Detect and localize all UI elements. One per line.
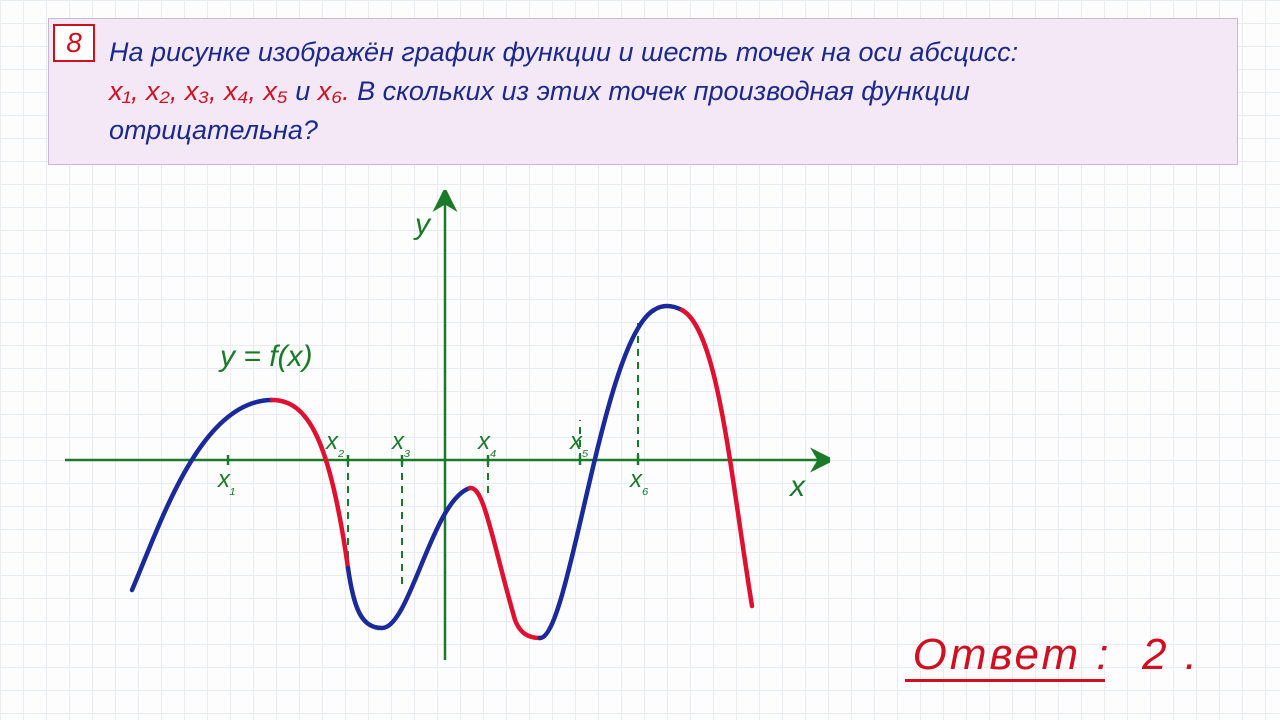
curve-segment xyxy=(470,488,540,638)
answer-label: Ответ xyxy=(913,630,1082,679)
curve-segment xyxy=(132,400,272,590)
text-part-1: На рисунке изображён график функции и ше… xyxy=(109,37,1018,67)
point-label: x₅ xyxy=(570,428,588,460)
point-label: x₄ xyxy=(478,428,496,460)
y-axis-label: y xyxy=(415,208,430,242)
function-chart: y x y = f(x) x₁ x₂ x₃ x₄ x₅ x₆ xyxy=(50,190,830,670)
answer-underline xyxy=(905,679,1105,682)
text-part-3: отрицательна? xyxy=(109,115,318,145)
problem-statement: На рисунке изображён график функции и ше… xyxy=(48,18,1238,165)
point-label: x₂ xyxy=(326,428,344,460)
function-label: y = f(x) xyxy=(220,340,313,374)
point-label: x₃ xyxy=(392,428,410,460)
problem-number: 8 xyxy=(66,27,82,59)
chart-svg xyxy=(50,190,830,670)
points-list: x₁, x₂, x₃, x₄, x₅ xyxy=(109,76,288,106)
point-label: x₁ xyxy=(218,466,235,498)
curve-segment xyxy=(272,400,348,568)
curve-segment xyxy=(348,488,470,628)
x-axis-label: x xyxy=(790,470,805,504)
points-last: x₆. xyxy=(318,76,350,106)
point-label: x₆ xyxy=(630,466,648,498)
points-conj: и xyxy=(295,76,318,106)
curve-segment xyxy=(682,310,752,606)
problem-text: На рисунке изображён график функции и ше… xyxy=(109,33,1219,150)
curve-segment xyxy=(540,306,682,638)
text-part-2: В скольких из этих точек производная фун… xyxy=(357,76,970,106)
answer-text: Ответ : 2 . xyxy=(913,630,1200,680)
answer-value: 2 xyxy=(1142,630,1169,679)
problem-number-badge: 8 xyxy=(53,24,95,62)
